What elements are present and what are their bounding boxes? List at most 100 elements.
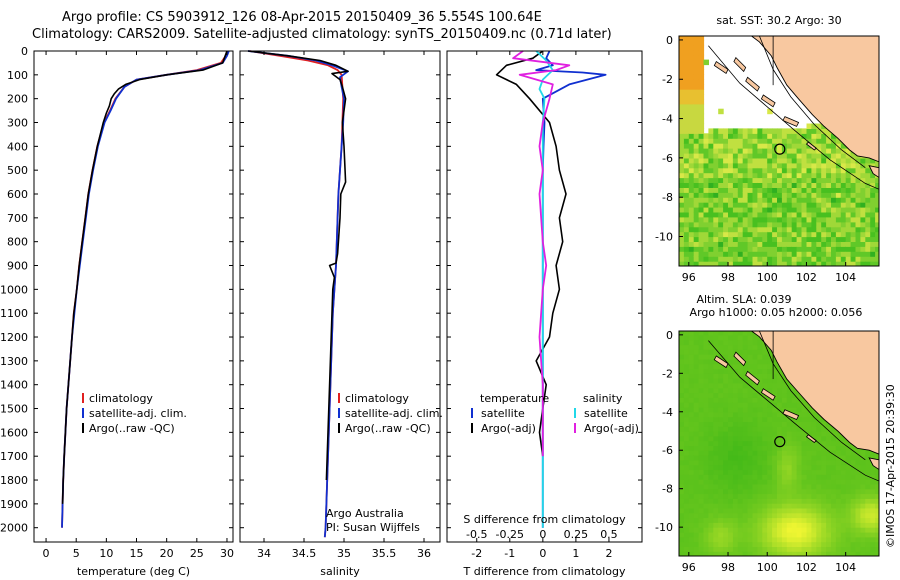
sla_map-cell xyxy=(737,512,744,519)
sst_map-cell xyxy=(835,211,842,218)
sla_map-cell xyxy=(703,402,709,408)
sla_map-cell xyxy=(791,397,798,403)
sla_map-cell xyxy=(718,493,724,499)
sla_map-cell xyxy=(826,450,832,456)
sla_map-cell xyxy=(723,344,729,350)
sla_map-cell xyxy=(732,378,739,384)
differences-xtick-label: 0 xyxy=(539,547,546,560)
sla_map-cell xyxy=(683,450,690,456)
differences-series-3 xyxy=(512,50,571,457)
sla_map-cell xyxy=(821,488,827,495)
sst_map-cell xyxy=(826,207,832,213)
sst_map-cell xyxy=(683,108,690,115)
sla_map-cell xyxy=(781,464,788,471)
sst_map-cell xyxy=(772,133,778,139)
sla_map-cell xyxy=(840,512,847,519)
sla_map-cell xyxy=(713,507,719,514)
sla_map-cell xyxy=(786,512,793,519)
sst_map-cell xyxy=(816,256,822,262)
sla_map-cell xyxy=(835,450,842,456)
sla_map-cell xyxy=(845,479,852,485)
sla_map-cell xyxy=(860,536,866,543)
sst_map-cell xyxy=(757,187,763,193)
sst_map-cell xyxy=(713,138,719,144)
sla_map-cell xyxy=(777,435,783,442)
sla_map-cell xyxy=(831,498,837,504)
sla_map-cell xyxy=(737,517,744,523)
sla_map-cell xyxy=(801,440,807,446)
sla_map-cell xyxy=(865,527,871,533)
sst_map-cell xyxy=(840,216,847,223)
sla_map-cell xyxy=(688,435,695,442)
sla_map-cell xyxy=(688,532,695,538)
sla_map-cell xyxy=(723,546,729,552)
sst_map-cell xyxy=(679,226,685,233)
sst_map-cell xyxy=(816,187,822,193)
sla_map-cell xyxy=(718,373,724,379)
sst_map-cell xyxy=(718,138,724,144)
sla_map-cell xyxy=(811,479,817,485)
sst_map-cell xyxy=(757,182,763,188)
sst_map-cell xyxy=(826,157,832,164)
sla_map-cell xyxy=(752,339,758,346)
sst_map-cell xyxy=(777,187,783,193)
sla_map-cell xyxy=(728,387,734,394)
sla_map-cell xyxy=(737,402,744,408)
sst_map-cell xyxy=(816,211,822,218)
sst_map-cell xyxy=(708,256,714,262)
sla_map-cell xyxy=(688,483,695,490)
salinity-xtick-label: 35.5 xyxy=(372,547,397,560)
sst_map-cell xyxy=(840,153,847,159)
sla_map-island xyxy=(733,351,747,367)
sst_map-cell xyxy=(826,261,832,266)
sst_map-cell xyxy=(767,197,773,203)
sla_map-cell xyxy=(747,507,754,514)
sla_map-cell xyxy=(840,483,847,490)
sst_map-cell xyxy=(693,143,700,149)
sla_map-cell xyxy=(786,522,793,528)
sla_map-cell xyxy=(683,344,690,350)
sla_map-cell xyxy=(786,527,793,533)
sla_map-cell xyxy=(752,522,758,528)
sst_map-cell xyxy=(835,216,842,223)
sst_map-cell xyxy=(860,256,866,262)
sst_map-cell xyxy=(762,143,768,149)
sst_map-cell xyxy=(777,192,783,198)
sla_map-cell xyxy=(718,363,724,370)
sst_map-cell xyxy=(796,211,803,218)
sla_map-cell xyxy=(806,450,812,456)
sla_map-cell xyxy=(718,522,724,528)
sla_map-cell xyxy=(747,483,754,490)
sla_map-cell xyxy=(698,459,705,466)
sst_map-cell xyxy=(757,202,763,208)
sla_map-cell xyxy=(747,411,754,418)
sla_map-cell xyxy=(840,503,847,509)
sla_map-cell xyxy=(821,507,827,514)
sla_map-xtick-label: 100 xyxy=(757,561,778,574)
sla_map-cell xyxy=(781,382,788,389)
sla_map-cell xyxy=(821,493,827,499)
sla_map-cell xyxy=(683,551,690,556)
sla_map-cell xyxy=(870,474,876,480)
sst_map-cell xyxy=(796,251,803,257)
sst_map-cell xyxy=(845,216,852,223)
sla_map-cell xyxy=(713,532,719,538)
sla_map-cell xyxy=(831,512,837,519)
sla_map-cell xyxy=(683,469,690,475)
sst_map-cell xyxy=(781,226,788,233)
sla_map-cell xyxy=(845,464,852,471)
sst_map-cell xyxy=(742,128,749,134)
sst_map-cell xyxy=(811,202,817,208)
sst_map-cell xyxy=(806,172,812,179)
sla_map-cell xyxy=(811,551,817,556)
sla_map-cell xyxy=(713,459,719,466)
sla_map-cell xyxy=(683,527,690,533)
sst_map-cell xyxy=(718,211,724,218)
sst_map-cell xyxy=(777,221,783,228)
sla_map-cell xyxy=(772,546,778,552)
sla_map-cell xyxy=(713,334,719,341)
sst_map-cell xyxy=(772,177,778,183)
sla_map-cell xyxy=(811,522,817,528)
sst_map-cell xyxy=(708,216,714,223)
sla_map-cell xyxy=(747,474,754,480)
